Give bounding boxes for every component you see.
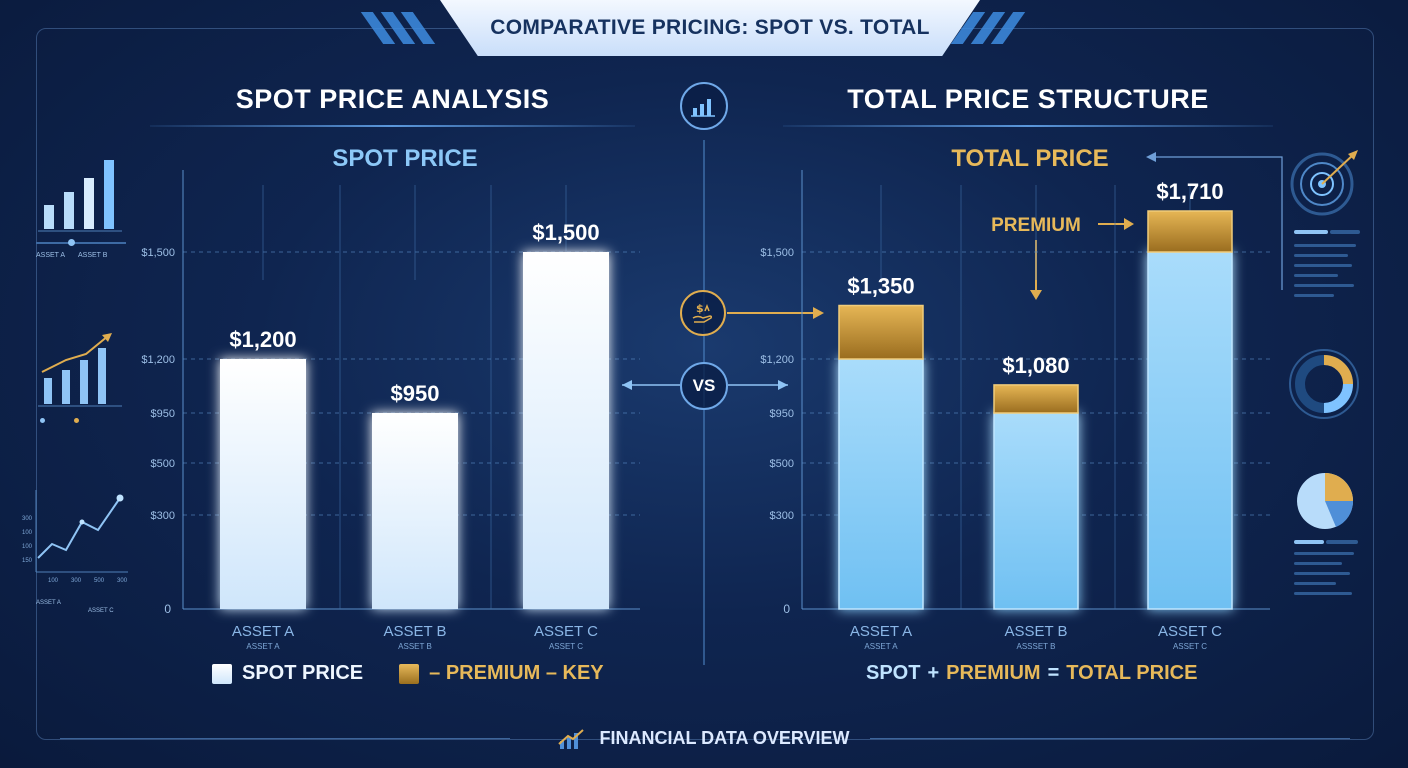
footer-rule-right	[870, 738, 1350, 739]
left-section-title: SPOT PRICE ANALYSIS	[235, 84, 550, 114]
footer-rule-left	[60, 738, 510, 739]
right-widget-gauge	[1286, 346, 1362, 422]
footer: FINANCIAL DATA OVERVIEW	[0, 728, 1408, 750]
total-x-category-sublabel: ASSSET B	[1017, 642, 1056, 651]
premium-arrowhead-down	[1030, 290, 1042, 300]
vs-label: VS	[692, 376, 716, 395]
left-section-divider	[150, 125, 635, 127]
corner-connector-arrowhead	[1146, 152, 1156, 162]
total-bar-value-label: $1,350	[847, 274, 914, 299]
spot-y-tick-label: $1,200	[141, 354, 175, 366]
total-bar-premium-segment	[993, 384, 1079, 414]
left-widget-growth	[36, 330, 126, 440]
spot-x-category-label: ASSET C	[534, 623, 598, 640]
equation-premium: PREMIUM	[946, 662, 1041, 684]
total-y-tick-label: $1,200	[760, 354, 794, 366]
total-x-category-sublabel: ASSET A	[864, 642, 898, 651]
svg-text:$: $	[696, 302, 704, 315]
total-bar-value-label: $1,080	[1002, 353, 1069, 378]
spot-x-category-label: ASSET A	[232, 623, 294, 640]
footer-text: FINANCIAL DATA OVERVIEW	[599, 728, 850, 748]
money-hand-icon: $	[692, 302, 713, 323]
right-section-title: TOTAL PRICE STRUCTURE	[847, 84, 1209, 114]
premium-link-arrowhead	[813, 307, 824, 319]
premium-arrowhead-right	[1124, 218, 1134, 230]
spot-y-tick-label: $300	[151, 510, 175, 522]
donut-gauge-icon	[1289, 349, 1359, 419]
chart-icon-badge	[680, 82, 728, 130]
equation-plus: +	[927, 662, 940, 684]
right-widget-pie	[1292, 468, 1358, 534]
spot-bar-value-label: $950	[391, 381, 440, 406]
growth-trend-icon	[38, 333, 122, 407]
mini-y-labels: 300 100 100 150	[22, 516, 33, 564]
spot-y-tick-label: 0	[164, 602, 171, 616]
total-equation: SPOT + PREMIUM = TOTAL PRICE	[866, 662, 1197, 685]
spot-legend: SPOT PRICE – PREMIUM – KEY	[212, 662, 604, 685]
vs-arrowhead-left	[622, 380, 632, 390]
right-section-divider	[783, 125, 1273, 127]
total-y-tick-label: 0	[783, 602, 790, 616]
spot-bar-value-label: $1,200	[229, 327, 296, 352]
spot-x-category-sublabel: ASSET C	[549, 642, 583, 651]
spot-bar	[372, 413, 458, 609]
total-y-tick-label: $500	[770, 458, 794, 470]
total-bar-spot-segment	[1147, 251, 1233, 610]
growth-chart-icon	[558, 729, 585, 750]
premium-swatch	[399, 663, 420, 684]
left-widget-line: 300 100 100 150 100 300 500 300 ASSET A ASSET …	[22, 486, 132, 616]
corner-connector	[1150, 156, 1283, 290]
mini-x-labels: 100 300 500 300	[48, 578, 128, 584]
spot-y-tick-label: $500	[151, 458, 175, 470]
total-bar-premium-segment	[838, 304, 924, 360]
target-icon	[1290, 150, 1358, 216]
premium-money-badge: $	[680, 290, 726, 336]
spot-chart-title: SPOT PRICE	[332, 145, 478, 172]
spot-x-category-sublabel: ASSET A	[246, 642, 280, 651]
page-title: COMPARATIVE PRICING: SPOT VS. TOTAL	[490, 16, 930, 39]
premium-legend-label: – PREMIUM – KEY	[429, 662, 604, 684]
right-widget-lines-1	[1294, 230, 1364, 320]
left-widget-legend-a: ASSET A	[36, 252, 66, 259]
vs-badge: VS	[680, 362, 728, 410]
mini-bar-chart-icon	[38, 160, 122, 232]
total-x-category-label: ASSET B	[1004, 623, 1067, 640]
mini-legend-c: ASSET C	[88, 608, 114, 614]
equation-spot: SPOT	[866, 662, 921, 684]
total-x-category-label: ASSET C	[1158, 623, 1222, 640]
spot-x-category-label: ASSET B	[383, 623, 446, 640]
left-widget-legend-b: ASSET B	[78, 252, 108, 259]
total-bar-value-label: $1,710	[1156, 179, 1223, 204]
equation-equals: =	[1047, 662, 1060, 684]
total-x-category-sublabel: ASSET C	[1173, 642, 1207, 651]
total-x-category-label: ASSET A	[850, 623, 912, 640]
vs-arrowhead-right	[778, 380, 788, 390]
total-bar-spot-segment	[838, 358, 924, 610]
right-widget-lines-2	[1294, 540, 1364, 610]
spot-swatch	[212, 663, 232, 684]
mini-legend-a: ASSET A	[36, 600, 61, 606]
total-y-tick-label: $300	[770, 510, 794, 522]
total-chart-title: TOTAL PRICE	[951, 145, 1109, 172]
total-y-tick-label: $1,500	[760, 247, 794, 259]
total-bar-spot-segment	[993, 412, 1079, 610]
mini-line-chart-icon	[35, 490, 128, 573]
total-bar-premium-segment	[1147, 210, 1233, 253]
total-y-tick-label: $950	[770, 408, 794, 420]
spot-y-tick-label: $1,500	[141, 247, 175, 259]
bar-chart-icon	[691, 99, 715, 117]
spot-y-tick-label: $950	[151, 408, 175, 420]
spot-legend-label: SPOT PRICE	[242, 662, 364, 684]
spot-x-category-sublabel: ASSET B	[398, 642, 432, 651]
left-widget-bars: ASSET A ASSET B	[36, 150, 126, 290]
spot-bar	[220, 359, 306, 609]
premium-annotation: PREMIUM	[991, 215, 1081, 236]
spot-bar	[523, 252, 609, 609]
right-widget-target	[1290, 148, 1370, 228]
pie-chart-icon	[1297, 473, 1354, 529]
equation-total: TOTAL PRICE	[1066, 662, 1198, 684]
page-title-banner: COMPARATIVE PRICING: SPOT VS. TOTAL	[440, 0, 980, 56]
spot-bar-value-label: $1,500	[532, 220, 599, 245]
